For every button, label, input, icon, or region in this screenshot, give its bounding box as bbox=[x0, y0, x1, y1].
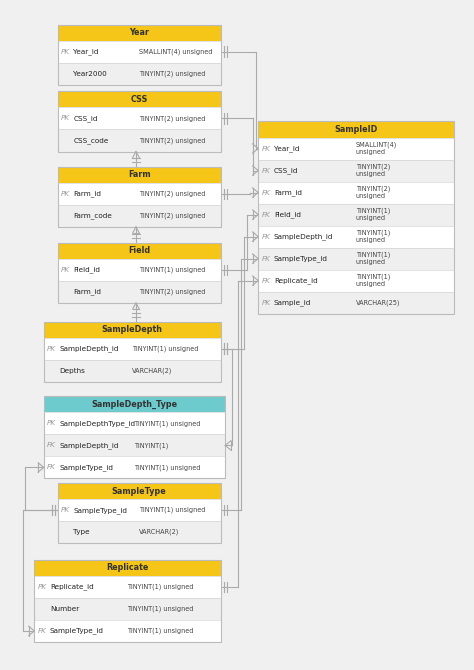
Bar bbox=[44, 397, 225, 478]
Text: Sample_id: Sample_id bbox=[274, 299, 311, 306]
Bar bbox=[44, 456, 225, 478]
Text: Replicate_id: Replicate_id bbox=[274, 277, 318, 284]
Text: VARCHAR(2): VARCHAR(2) bbox=[132, 367, 173, 374]
Bar bbox=[58, 499, 220, 521]
Bar bbox=[44, 360, 220, 382]
Text: TINYINT(1) unsigned: TINYINT(1) unsigned bbox=[128, 628, 194, 634]
Text: Type: Type bbox=[73, 529, 90, 535]
Bar bbox=[258, 226, 454, 248]
Bar bbox=[58, 205, 220, 227]
Text: FK: FK bbox=[37, 628, 46, 634]
Bar bbox=[35, 620, 220, 642]
Text: TINYINT(1)
unsigned: TINYINT(1) unsigned bbox=[356, 208, 390, 221]
Text: Farm_id: Farm_id bbox=[73, 190, 101, 197]
Text: FK: FK bbox=[262, 168, 270, 174]
Bar bbox=[58, 129, 220, 151]
Bar bbox=[58, 281, 220, 303]
Text: TINYINT(1)
unsigned: TINYINT(1) unsigned bbox=[356, 230, 390, 243]
Text: SampleDepthType_id: SampleDepthType_id bbox=[59, 420, 136, 427]
Bar bbox=[58, 107, 220, 129]
Bar bbox=[58, 41, 220, 63]
Text: VARCHAR(2): VARCHAR(2) bbox=[139, 529, 180, 535]
Bar bbox=[258, 269, 454, 291]
Text: TINYINT(1) unsigned: TINYINT(1) unsigned bbox=[128, 584, 194, 590]
Text: Replicate: Replicate bbox=[106, 563, 149, 572]
Text: SMALLINT(4)
unsigned: SMALLINT(4) unsigned bbox=[356, 142, 397, 155]
Text: PK: PK bbox=[61, 267, 70, 273]
Text: SampleType: SampleType bbox=[112, 486, 166, 496]
Text: PK: PK bbox=[61, 191, 70, 197]
Text: Depths: Depths bbox=[59, 368, 85, 374]
Text: PK: PK bbox=[61, 115, 70, 121]
Text: FK: FK bbox=[262, 277, 270, 283]
Text: Field_id: Field_id bbox=[73, 267, 100, 273]
Bar bbox=[58, 483, 220, 543]
Text: PK: PK bbox=[47, 346, 56, 352]
Text: TINYINT(1) unsigned: TINYINT(1) unsigned bbox=[135, 464, 201, 471]
Text: SampleType_id: SampleType_id bbox=[59, 464, 113, 471]
Text: CSS_code: CSS_code bbox=[73, 137, 109, 144]
Text: SMALLINT(4) unsigned: SMALLINT(4) unsigned bbox=[139, 48, 213, 55]
Text: Year: Year bbox=[129, 28, 149, 38]
Bar bbox=[44, 397, 225, 413]
Bar bbox=[44, 338, 220, 360]
Text: Field: Field bbox=[128, 247, 150, 255]
Text: FK: FK bbox=[262, 145, 270, 151]
Bar bbox=[58, 259, 220, 281]
Text: SampleType_id: SampleType_id bbox=[73, 507, 128, 513]
Bar bbox=[58, 243, 220, 259]
Text: PK: PK bbox=[37, 584, 47, 590]
Text: TINYINT(1) unsigned: TINYINT(1) unsigned bbox=[139, 507, 206, 513]
Text: TINYINT(2)
unsigned: TINYINT(2) unsigned bbox=[356, 186, 390, 199]
Text: TINYINT(2)
unsigned: TINYINT(2) unsigned bbox=[356, 163, 390, 178]
Text: TINYINT(2) unsigned: TINYINT(2) unsigned bbox=[139, 137, 206, 144]
Text: PK: PK bbox=[262, 299, 271, 306]
Text: Farm: Farm bbox=[128, 170, 151, 180]
Bar bbox=[58, 92, 220, 107]
Bar bbox=[58, 243, 220, 303]
Text: SampleDepth_id: SampleDepth_id bbox=[274, 233, 333, 240]
Bar bbox=[258, 291, 454, 314]
Text: PK: PK bbox=[61, 49, 70, 55]
Bar bbox=[35, 598, 220, 620]
Text: SampleDepth_id: SampleDepth_id bbox=[59, 345, 119, 352]
Bar bbox=[44, 322, 220, 338]
Bar bbox=[58, 25, 220, 85]
Text: Number: Number bbox=[50, 606, 79, 612]
Text: FK: FK bbox=[262, 212, 270, 218]
Text: PK: PK bbox=[61, 507, 70, 513]
Bar bbox=[35, 560, 220, 576]
Bar bbox=[58, 92, 220, 151]
Text: TINYINT(2) unsigned: TINYINT(2) unsigned bbox=[139, 289, 206, 295]
Bar bbox=[258, 182, 454, 204]
Text: TINYINT(2) unsigned: TINYINT(2) unsigned bbox=[139, 70, 206, 77]
Bar bbox=[58, 483, 220, 499]
Text: TINYINT(1)
unsigned: TINYINT(1) unsigned bbox=[356, 252, 390, 265]
Bar bbox=[58, 183, 220, 205]
Text: SampleType_id: SampleType_id bbox=[274, 255, 328, 262]
Text: FK: FK bbox=[262, 255, 270, 261]
Text: FK: FK bbox=[47, 442, 56, 448]
Bar bbox=[35, 560, 220, 642]
Text: Farm_id: Farm_id bbox=[73, 289, 101, 295]
Bar bbox=[58, 63, 220, 85]
Text: TINYINT(1)
unsigned: TINYINT(1) unsigned bbox=[356, 274, 390, 287]
Text: CSS_id: CSS_id bbox=[274, 167, 298, 174]
Text: TINYINT(1) unsigned: TINYINT(1) unsigned bbox=[135, 420, 201, 427]
Text: TINYINT(2) unsigned: TINYINT(2) unsigned bbox=[139, 191, 206, 197]
Text: Farm_code: Farm_code bbox=[73, 212, 112, 219]
Bar bbox=[35, 576, 220, 598]
Text: Field_id: Field_id bbox=[274, 211, 301, 218]
Text: Farm_id: Farm_id bbox=[274, 189, 302, 196]
Text: SampleDepth: SampleDepth bbox=[101, 325, 163, 334]
Bar bbox=[58, 521, 220, 543]
Bar bbox=[44, 413, 225, 434]
Bar bbox=[58, 167, 220, 227]
Text: Year2000: Year2000 bbox=[73, 71, 107, 77]
Text: Replicate_id: Replicate_id bbox=[50, 584, 94, 590]
Text: TINYINT(1) unsigned: TINYINT(1) unsigned bbox=[128, 606, 194, 612]
Bar bbox=[58, 167, 220, 183]
Bar bbox=[58, 25, 220, 41]
Bar bbox=[44, 322, 220, 382]
Text: FK: FK bbox=[262, 190, 270, 196]
